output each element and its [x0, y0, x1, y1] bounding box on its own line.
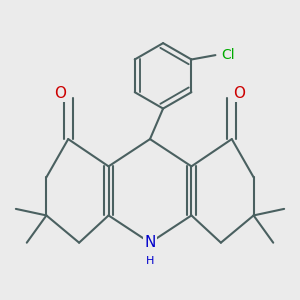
- Text: O: O: [55, 86, 67, 101]
- Text: N: N: [144, 235, 156, 250]
- Text: O: O: [233, 86, 245, 101]
- Text: H: H: [146, 256, 154, 266]
- Text: Cl: Cl: [222, 48, 235, 62]
